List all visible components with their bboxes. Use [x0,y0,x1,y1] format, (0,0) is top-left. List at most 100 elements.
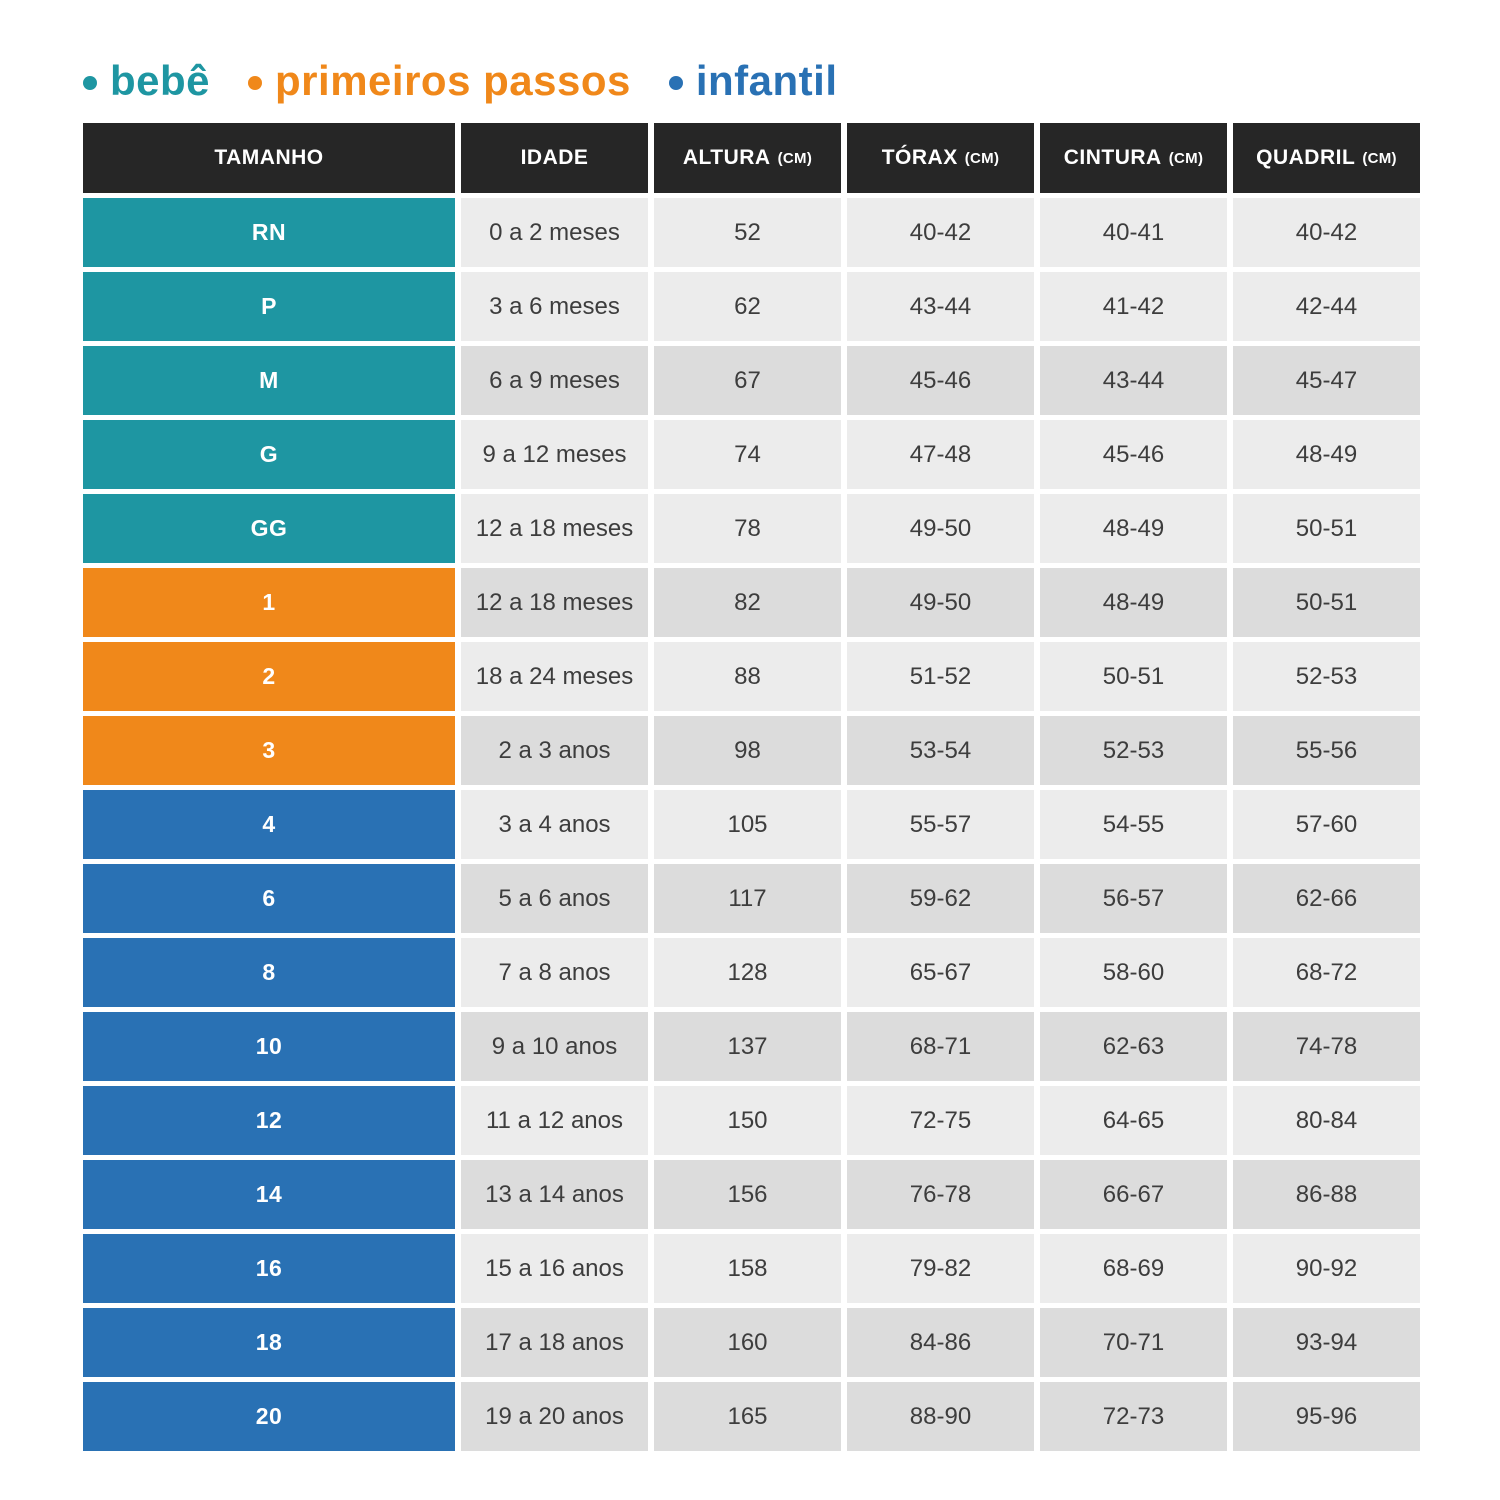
chest-cell: 55-57 [847,790,1034,859]
size-cell-1: 1 [83,568,455,637]
size-cell-6: 6 [83,864,455,933]
age-cell: 19 a 20 anos [461,1382,648,1451]
height-cell: 156 [654,1160,841,1229]
hip-cell: 90-92 [1233,1234,1420,1303]
waist-cell: 58-60 [1040,938,1227,1007]
age-cell: 12 a 18 meses [461,494,648,563]
column-header-unit: (CM) [1168,149,1204,167]
age-cell: 3 a 4 anos [461,790,648,859]
column-header-cintura: CINTURA (CM) [1040,123,1227,193]
waist-cell: 68-69 [1040,1234,1227,1303]
waist-cell: 48-49 [1040,494,1227,563]
chest-cell: 84-86 [847,1308,1034,1377]
age-cell: 9 a 12 meses [461,420,648,489]
chest-cell: 72-75 [847,1086,1034,1155]
legend-item-infantil: infantil [668,57,838,105]
height-cell: 98 [654,716,841,785]
chest-cell: 68-71 [847,1012,1034,1081]
height-cell: 128 [654,938,841,1007]
column-header-label: TÓRAX [881,146,958,169]
hip-cell: 80-84 [1233,1086,1420,1155]
height-cell: 158 [654,1234,841,1303]
hip-cell: 45-47 [1233,346,1420,415]
hip-cell: 57-60 [1233,790,1420,859]
age-cell: 12 a 18 meses [461,568,648,637]
waist-cell: 72-73 [1040,1382,1227,1451]
hip-cell: 52-53 [1233,642,1420,711]
column-header-label: IDADE [520,146,589,169]
column-header-unit: (CM) [777,149,813,167]
age-cell: 13 a 14 anos [461,1160,648,1229]
column-header-idade: IDADE [461,123,648,193]
age-cell: 6 a 9 meses [461,346,648,415]
chest-cell: 43-44 [847,272,1034,341]
size-cell-G: G [83,420,455,489]
size-cell-16: 16 [83,1234,455,1303]
waist-cell: 64-65 [1040,1086,1227,1155]
bullet-icon [668,76,683,90]
height-cell: 165 [654,1382,841,1451]
waist-cell: 56-57 [1040,864,1227,933]
height-cell: 67 [654,346,841,415]
waist-cell: 50-51 [1040,642,1227,711]
size-cell-12: 12 [83,1086,455,1155]
legend: bebê primeiros passos infantil [83,55,1420,107]
bullet-icon [83,76,97,90]
height-cell: 78 [654,494,841,563]
column-header-label: ALTURA [682,146,771,169]
height-cell: 117 [654,864,841,933]
column-header-torax: TÓRAX (CM) [847,123,1034,193]
height-cell: 74 [654,420,841,489]
waist-cell: 40-41 [1040,198,1227,267]
height-cell: 150 [654,1086,841,1155]
size-cell-2: 2 [83,642,455,711]
size-cell-RN: RN [83,198,455,267]
hip-cell: 48-49 [1233,420,1420,489]
waist-cell: 54-55 [1040,790,1227,859]
waist-cell: 48-49 [1040,568,1227,637]
size-cell-20: 20 [83,1382,455,1451]
waist-cell: 62-63 [1040,1012,1227,1081]
chest-cell: 65-67 [847,938,1034,1007]
height-cell: 160 [654,1308,841,1377]
hip-cell: 74-78 [1233,1012,1420,1081]
column-header-label: CINTURA [1063,146,1162,169]
age-cell: 5 a 6 anos [461,864,648,933]
height-cell: 105 [654,790,841,859]
hip-cell: 50-51 [1233,568,1420,637]
legend-label-infantil: infantil [695,57,838,104]
size-cell-GG: GG [83,494,455,563]
age-cell: 0 a 2 meses [461,198,648,267]
waist-cell: 70-71 [1040,1308,1227,1377]
chest-cell: 53-54 [847,716,1034,785]
size-cell-14: 14 [83,1160,455,1229]
hip-cell: 55-56 [1233,716,1420,785]
chest-cell: 76-78 [847,1160,1034,1229]
waist-cell: 43-44 [1040,346,1227,415]
column-header-quadril: QUADRIL (CM) [1233,123,1420,193]
age-cell: 15 a 16 anos [461,1234,648,1303]
size-cell-18: 18 [83,1308,455,1377]
chest-cell: 47-48 [847,420,1034,489]
legend-label-bebe: bebê [110,57,211,104]
height-cell: 82 [654,568,841,637]
chest-cell: 40-42 [847,198,1034,267]
hip-cell: 93-94 [1233,1308,1420,1377]
age-cell: 18 a 24 meses [461,642,648,711]
height-cell: 137 [654,1012,841,1081]
chest-cell: 49-50 [847,494,1034,563]
chest-cell: 49-50 [847,568,1034,637]
size-cell-10: 10 [83,1012,455,1081]
height-cell: 52 [654,198,841,267]
age-cell: 3 a 6 meses [461,272,648,341]
size-cell-3: 3 [83,716,455,785]
chest-cell: 59-62 [847,864,1034,933]
hip-cell: 40-42 [1233,198,1420,267]
size-cell-8: 8 [83,938,455,1007]
column-header-label: TAMANHO [214,146,324,169]
size-cell-M: M [83,346,455,415]
hip-cell: 95-96 [1233,1382,1420,1451]
waist-cell: 66-67 [1040,1160,1227,1229]
bullet-icon [248,76,263,90]
